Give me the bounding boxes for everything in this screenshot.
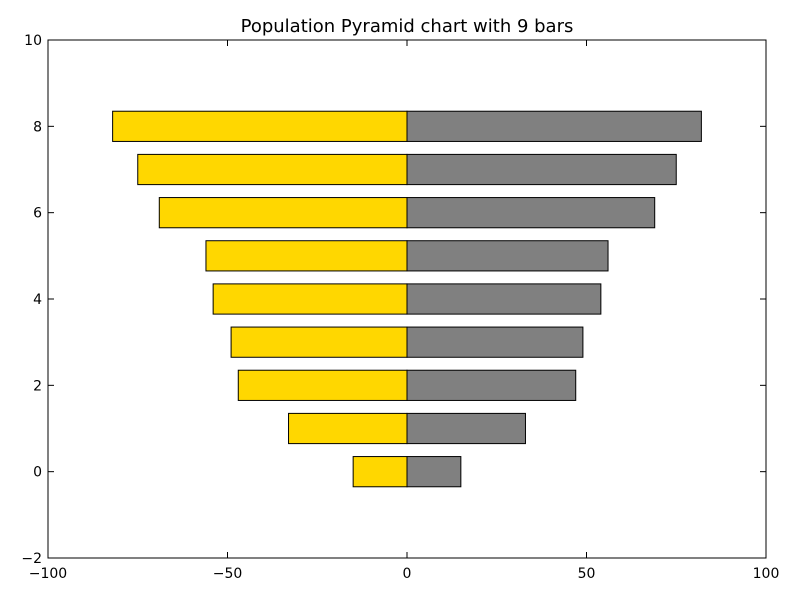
x-tick-label: −100 — [29, 566, 67, 582]
x-tick-label: −50 — [213, 566, 243, 582]
bar-series1-y6 — [406, 197, 656, 229]
bar-series0-y1 — [288, 412, 408, 445]
bar-series0-y0 — [352, 456, 408, 488]
y-tick-label: 8 — [33, 119, 42, 135]
y-tick-label: 10 — [24, 33, 42, 49]
bar-series1-y1 — [406, 412, 526, 445]
y-tick-label: 6 — [33, 206, 42, 222]
bar-series0-y3 — [230, 326, 408, 358]
bar-series0-y2 — [237, 369, 408, 401]
bar-series0-y5 — [205, 240, 408, 272]
bar-series0-y8 — [112, 110, 408, 142]
bar-series1-y8 — [406, 110, 702, 142]
bars-layer — [112, 110, 702, 488]
bar-series1-y2 — [406, 369, 577, 401]
y-tick-label: −2 — [21, 551, 42, 567]
x-tick-label: 0 — [403, 566, 412, 582]
y-tick-label: 2 — [33, 378, 42, 394]
y-tick-label: 4 — [33, 292, 42, 308]
bar-series1-y5 — [406, 240, 609, 272]
ticks-layer: −100 −50 0 50 100 −2 0 2 4 6 8 10 — [21, 33, 779, 582]
bar-series1-y7 — [406, 153, 677, 186]
bar-series1-y0 — [406, 456, 462, 488]
bar-series1-y4 — [406, 283, 602, 315]
chart-title: Population Pyramid chart with 9 bars — [241, 16, 574, 37]
bar-series0-y6 — [158, 197, 408, 229]
x-tick-label: 100 — [753, 566, 780, 582]
x-tick-label: 50 — [578, 566, 596, 582]
y-tick-label: 0 — [33, 465, 42, 481]
bar-series1-y3 — [406, 326, 584, 358]
bar-series0-y7 — [137, 153, 408, 186]
bar-series0-y4 — [212, 283, 408, 315]
plot-area-frame — [47, 39, 767, 559]
